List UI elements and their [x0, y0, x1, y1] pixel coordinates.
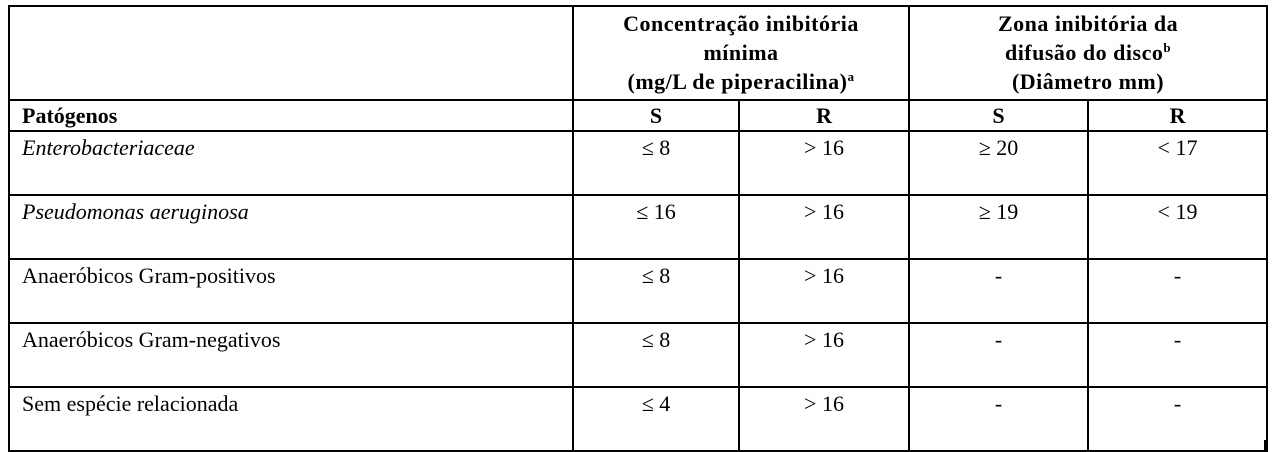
table-body: Concentração inibitória mínima (mg/L de pi…: [8, 5, 1269, 452]
empty-cell: [8, 5, 574, 101]
subheader-cell: R: [737, 99, 911, 132]
value-cell: < 17: [1087, 130, 1269, 196]
data-row: Enterobacteriaceae ≤ 8 > 16 ≥ 20 < 17: [8, 130, 1269, 196]
pathogen-cell: Pseudomonas aeruginosa: [8, 194, 574, 260]
value-cell: > 16: [737, 130, 911, 196]
header-text: (Diâmetro mm): [1011, 69, 1165, 94]
table: Concentração inibitória mínima (mg/L de pi…: [8, 5, 1269, 452]
value-cell: ≤ 8: [572, 130, 740, 196]
pathogen-cell: Sem espécie relacionada: [8, 386, 574, 452]
header-line: (Diâmetro mm): [910, 67, 1266, 96]
value-cell: ≥ 20: [908, 130, 1090, 196]
group-header-row: Concentração inibitória mínima (mg/L de pi…: [8, 5, 1269, 101]
value-cell: -: [1087, 322, 1269, 388]
subheader-cell: S: [572, 99, 740, 132]
next-row-edge: [8, 440, 1266, 450]
header-line: Zona inibitória da: [910, 9, 1266, 38]
value-cell: > 16: [737, 322, 911, 388]
value-cell: ≤ 4: [572, 386, 740, 452]
subheader-row: Patógenos S R S R: [8, 99, 1269, 132]
pathogen-cell: Anaeróbicos Gram-negativos: [8, 322, 574, 388]
table-wrap: Concentração inibitória mínima (mg/L de pi…: [8, 5, 1269, 452]
header-text: Concentração inibitória: [623, 11, 859, 36]
data-row: Pseudomonas aeruginosa ≤ 16 > 16 ≥ 19 < 19: [8, 194, 1269, 260]
footnote-mark: b: [1163, 40, 1172, 55]
value-cell: ≤ 16: [572, 194, 740, 260]
footnote-mark: a: [847, 69, 855, 84]
header-line: (mg/L de piperacilina)a: [574, 67, 908, 96]
value-cell: < 19: [1087, 194, 1269, 260]
value-cell: > 16: [737, 386, 911, 452]
subheader-cell: S: [908, 99, 1090, 132]
group-header: Concentração inibitória mínima (mg/L de pi…: [571, 5, 911, 101]
data-row: Anaeróbicos Gram-negativos ≤ 8 > 16- -: [8, 322, 1269, 388]
value-cell: > 16: [737, 194, 911, 260]
value-cell: -: [1087, 386, 1269, 452]
header-text: mínima: [703, 40, 779, 65]
value-cell: ≥ 19: [908, 194, 1090, 260]
pathogen-cell: Enterobacteriaceae: [8, 130, 574, 196]
group-header: Zona inibitória da difusão do discob (Diâm…: [908, 5, 1269, 101]
header-text: Zona inibitória da: [997, 11, 1179, 36]
data-row: Anaeróbicos Gram-positivos ≤ 8 > 16- -: [8, 258, 1269, 324]
header-line: Concentração inibitória: [574, 9, 908, 38]
header-text: (mg/L de piperacilina): [627, 69, 848, 94]
header-line: difusão do discob: [910, 38, 1266, 67]
subheader-cell: R: [1087, 99, 1269, 132]
value-cell: -: [1087, 258, 1269, 324]
subheader-cell: Patógenos: [8, 99, 574, 132]
header-text: difusão do disco: [1004, 40, 1164, 65]
value-cell: > 16: [737, 258, 911, 324]
value-cell: ≤ 8: [572, 322, 740, 388]
value-cell: -: [908, 322, 1090, 388]
pathogen-cell: Anaeróbicos Gram-positivos: [8, 258, 574, 324]
value-cell: -: [908, 258, 1090, 324]
header-line: mínima: [574, 38, 908, 67]
value-cell: ≤ 8: [572, 258, 740, 324]
